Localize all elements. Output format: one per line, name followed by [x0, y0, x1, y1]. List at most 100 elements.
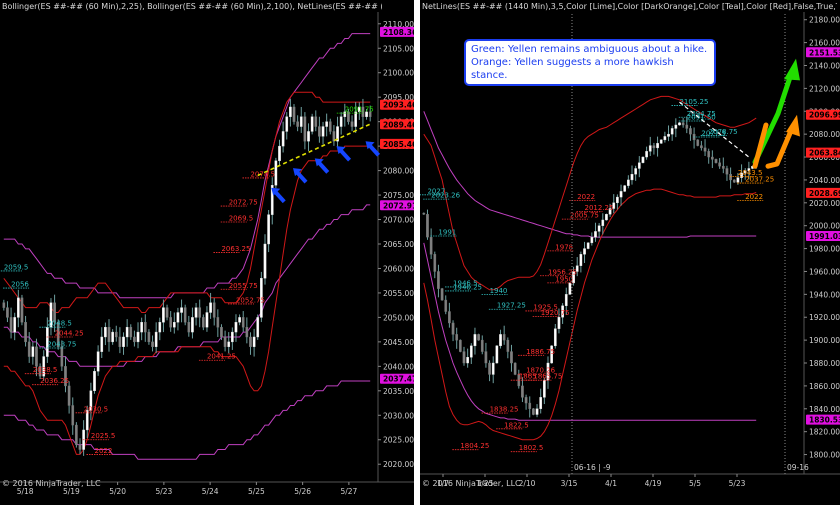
- left-candle-body: [114, 331, 118, 338]
- left-candle-body: [118, 336, 122, 347]
- right-candle-body: [648, 145, 652, 152]
- right-candle-body: [524, 397, 528, 404]
- right-price-tag-label: 1991.03: [809, 232, 840, 241]
- right-candle-body: [637, 162, 641, 169]
- right-candle-body: [616, 196, 619, 204]
- right-y-tick-label: 1940.00: [809, 290, 840, 299]
- right-y-tick-label: 2040.00: [809, 176, 840, 185]
- right-y-tick-label: 2140.00: [809, 61, 840, 70]
- right-candle-body: [736, 177, 740, 183]
- right-candle-body: [743, 170, 747, 174]
- left-candle-body: [129, 326, 133, 338]
- right-level-label: 2091.50: [687, 113, 716, 121]
- right-level-label: 1865.75: [533, 373, 562, 381]
- left-candle-body: [285, 116, 289, 132]
- right-price-tag: [806, 47, 840, 58]
- left-candle-body: [172, 322, 176, 328]
- left-candle-body: [71, 405, 75, 426]
- right-level-label: 1804.25: [460, 442, 489, 450]
- right-level-label: 1802.5: [519, 444, 544, 452]
- left-candle-body: [133, 336, 136, 343]
- right-candle-body: [429, 236, 433, 255]
- left-candle-body: [350, 121, 354, 127]
- left-price-tag: [380, 26, 414, 37]
- left-price-tag-label: 2093.46: [383, 101, 414, 110]
- right-candle-body: [469, 345, 473, 358]
- right-candle-body: [597, 225, 601, 232]
- left-level-label: 2059.5: [4, 263, 29, 271]
- left-candle-body: [20, 297, 24, 323]
- right-level-label: 2022: [577, 193, 595, 201]
- right-candle-body: [707, 151, 711, 158]
- left-candle-body: [187, 322, 191, 333]
- right-level-label: 2105.25: [679, 98, 708, 106]
- left-y-tick-label: 2030.00: [383, 411, 414, 420]
- left-candle-body: [93, 371, 96, 392]
- right-x-tick-label: 4/1: [605, 479, 617, 488]
- right-candle-body: [575, 265, 579, 272]
- left-candle-body: [111, 331, 114, 343]
- right-candle-body: [477, 334, 480, 341]
- left-candle-body: [162, 307, 165, 323]
- left-price-tag: [380, 99, 414, 110]
- left-candle-body: [125, 326, 129, 338]
- green-arrow-head-icon: [784, 58, 800, 81]
- right-bollinger-inner-lower: [423, 188, 757, 441]
- right-x-tick-label: 3/15: [561, 479, 578, 488]
- right-candle-body: [721, 165, 725, 169]
- left-level-label: 2063.25: [221, 245, 250, 253]
- right-trendline: [679, 101, 750, 158]
- left-candle-body: [35, 346, 38, 367]
- right-candle-body: [455, 334, 459, 341]
- blue-arrow-icon: [271, 187, 286, 204]
- right-bollinger-100-upper: [423, 111, 757, 238]
- right-candle-body: [448, 311, 451, 324]
- right-candle-body: [550, 345, 553, 364]
- right-candle-body: [433, 254, 437, 272]
- right-candle-body: [495, 345, 499, 364]
- right-candle-body: [652, 145, 656, 149]
- left-x-tick-label: 5/26: [294, 487, 311, 496]
- left-candle-body: [310, 116, 314, 132]
- right-candle-body: [703, 147, 707, 152]
- right-y-tick-label: 1840.00: [809, 405, 840, 414]
- left-y-tick-label: 2100.00: [383, 69, 414, 78]
- left-level-label: 2038.5: [33, 366, 58, 374]
- right-candle-body: [437, 271, 440, 289]
- right-candle-body: [422, 212, 426, 215]
- right-candle-body: [645, 151, 648, 158]
- right-level-label: 1991: [438, 228, 456, 236]
- right-candle-body: [747, 168, 751, 171]
- left-x-tick-label: 5/20: [109, 487, 126, 496]
- left-y-tick-label: 2025.00: [383, 436, 414, 445]
- left-chart-svg: 2110.002105.002100.002095.002090.002085.…: [0, 12, 414, 496]
- right-candle-body: [466, 357, 469, 364]
- left-x-tick-label: 5/27: [340, 487, 357, 496]
- right-y-tick-label: 1820.00: [809, 428, 840, 437]
- right-level-label: 1927.25: [497, 302, 526, 310]
- orange-arrow-down-shaft: [752, 122, 769, 169]
- right-candle-body: [480, 339, 484, 352]
- left-candle-body: [260, 278, 263, 318]
- left-candle-body: [147, 331, 151, 343]
- right-candle-body: [608, 208, 612, 215]
- right-y-tick-label: 2000.00: [809, 222, 840, 231]
- right-candle-body: [619, 191, 623, 198]
- blue-arrow-head: [271, 187, 281, 196]
- left-candle-body: [270, 185, 274, 215]
- left-candle-body: [227, 341, 231, 347]
- left-candle-body: [169, 317, 173, 328]
- left-candle-body: [281, 131, 285, 147]
- right-level-label: 2023.26: [431, 192, 460, 200]
- left-candle-body: [245, 326, 249, 338]
- left-candle-body: [53, 302, 56, 323]
- right-candle-body: [513, 362, 517, 375]
- right-price-tag-label: 1830.53: [809, 416, 840, 425]
- left-bollinger-inner-upper: [3, 91, 371, 313]
- right-candle-body: [729, 174, 732, 181]
- right-level-label: 2043.5: [738, 169, 763, 177]
- blue-arrow-head: [293, 168, 303, 177]
- left-level-label: 2043.75: [47, 340, 76, 348]
- right-candle-body: [594, 231, 597, 238]
- right-candle-body: [440, 288, 444, 301]
